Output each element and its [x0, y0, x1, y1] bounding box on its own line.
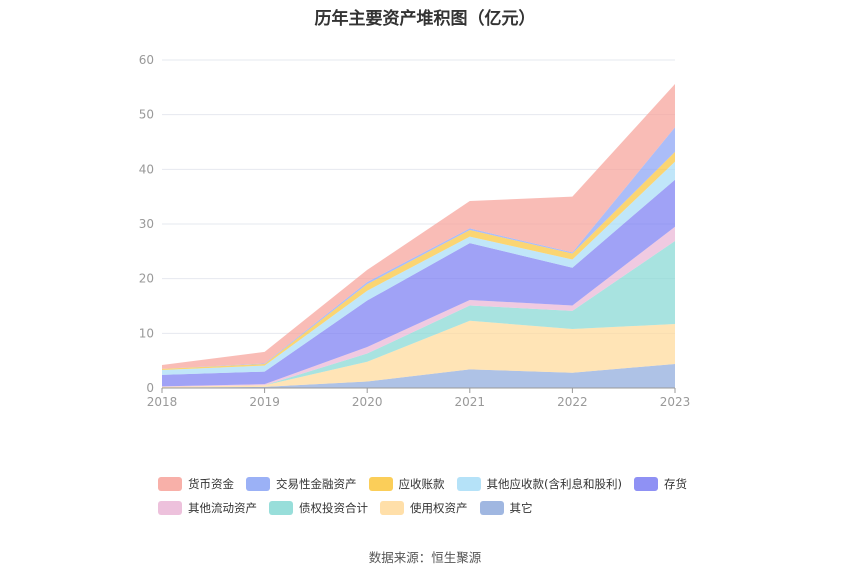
axes: 0 10 20 30 40 50 60 2018 2019 2020 2021 2022 2023	[139, 53, 691, 409]
legend-item[interactable]: 交易性金融资产	[246, 476, 357, 492]
legend-swatch	[246, 477, 270, 491]
legend-item[interactable]: 应收账款	[368, 476, 445, 492]
stacked-area-chart: 0 10 20 30 40 50 60 2018 2019 2020 2021 2022 2023	[139, 53, 691, 409]
legend-item[interactable]: 使用权资产	[380, 500, 468, 516]
legend-swatch	[269, 501, 293, 515]
legend-swatch	[633, 477, 658, 491]
legend-item[interactable]: 其他应收款(含利息和股利)	[456, 476, 622, 492]
x-tick-label: 2023	[660, 395, 691, 409]
x-tick-label: 2020	[352, 395, 383, 409]
legend-label: 交易性金融资产	[276, 477, 357, 491]
area-series-4	[162, 179, 675, 387]
legend-label: 其它	[509, 501, 533, 515]
area-series-8	[162, 84, 675, 369]
legend-label: 其他应收款(含利息和股利)	[486, 477, 622, 491]
area-series-6	[162, 151, 675, 370]
y-tick-label: 60	[139, 53, 154, 67]
x-tick-label: 2019	[249, 395, 280, 409]
y-tick-label: 20	[139, 272, 154, 286]
x-tick-label: 2022	[557, 395, 588, 409]
legend-label: 存货	[663, 477, 687, 491]
legend: 货币资金 交易性金融资产 应收账款 其他应收款(含利息和股利) 存货 其他流动资产 债权投…	[158, 472, 718, 520]
legend-row: 其他流动资产 债权投资合计 使用权资产 其它	[158, 496, 718, 520]
y-tick-label: 50	[139, 108, 154, 122]
y-tick-label: 40	[139, 162, 154, 176]
area-series-0	[162, 363, 675, 388]
source-note: 数据来源：恒生聚源	[368, 550, 482, 565]
chart-title: 历年主要资产堆积图（亿元）	[314, 9, 536, 29]
y-tick-label: 10	[139, 326, 154, 340]
y-tick-label: 30	[139, 217, 154, 231]
x-tick-label: 2021	[455, 395, 486, 409]
area-series-2	[162, 240, 675, 387]
area-series-5	[162, 161, 675, 375]
y-tick-label: 0	[146, 381, 154, 395]
series-areas	[162, 84, 675, 388]
x-tick-label: 2018	[147, 395, 178, 409]
legend-row: 货币资金 交易性金融资产 应收账款 其他应收款(含利息和股利) 存货	[158, 472, 718, 496]
legend-swatch	[479, 501, 504, 515]
legend-swatch	[456, 477, 481, 491]
legend-item[interactable]: 其它	[479, 500, 533, 516]
area-series-1	[162, 320, 675, 388]
legend-label: 债权投资合计	[299, 501, 368, 515]
legend-item[interactable]: 存货	[633, 476, 687, 492]
legend-label: 使用权资产	[410, 501, 468, 515]
legend-swatch	[158, 501, 182, 515]
legend-item[interactable]: 货币资金	[158, 476, 234, 492]
legend-swatch	[380, 501, 404, 515]
legend-swatch	[158, 477, 182, 491]
legend-label: 应收账款	[398, 477, 445, 491]
legend-swatch	[368, 477, 393, 491]
legend-label: 货币资金	[188, 477, 234, 491]
legend-item[interactable]: 债权投资合计	[269, 500, 368, 516]
area-series-3	[162, 226, 675, 387]
legend-item[interactable]: 其他流动资产	[158, 500, 257, 516]
legend-label: 其他流动资产	[188, 501, 257, 515]
